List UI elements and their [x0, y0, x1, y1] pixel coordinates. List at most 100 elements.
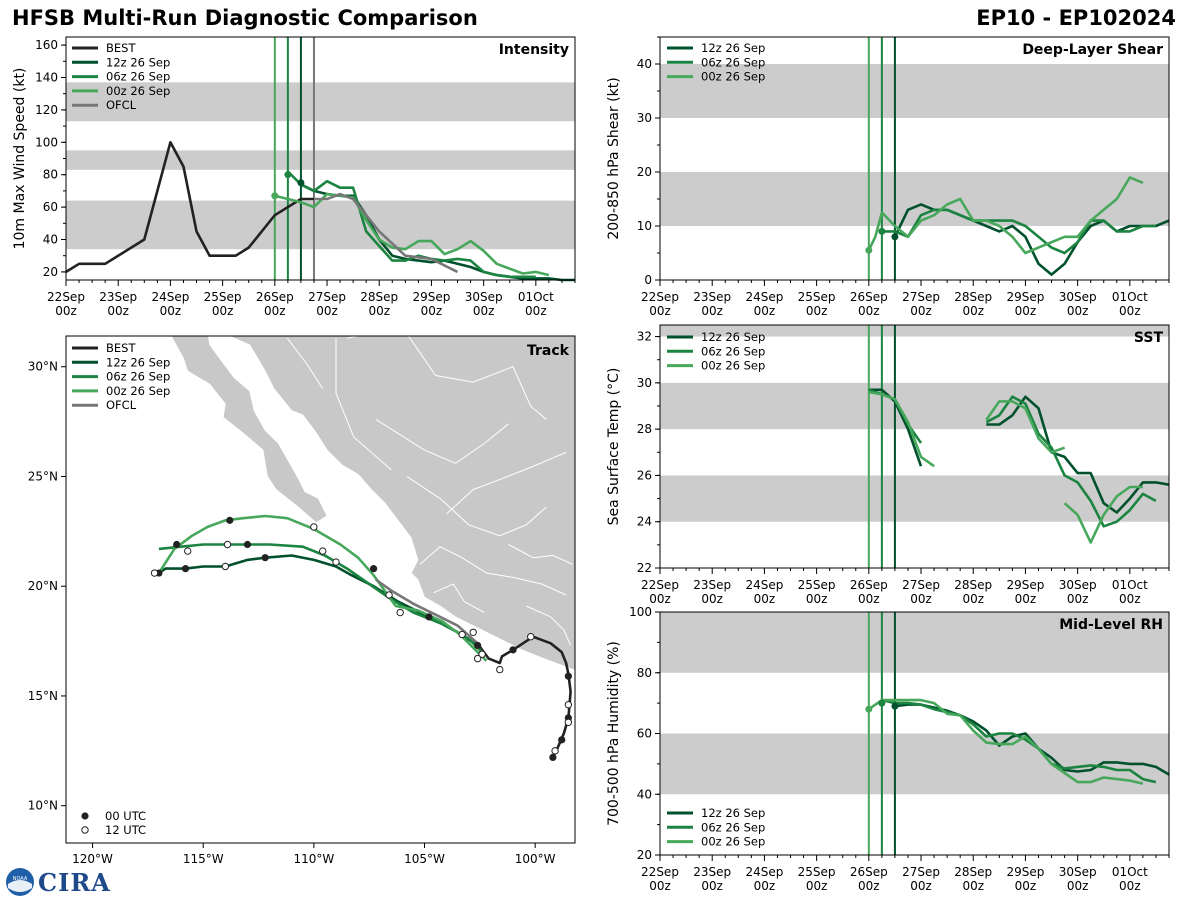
- track-point-00utc: [558, 736, 566, 744]
- x-tick-label-hour: 00z: [649, 592, 671, 606]
- track-point-12utc: [310, 523, 318, 531]
- legend-label: 06z 26 Sep: [701, 344, 765, 358]
- track-point-12utc: [223, 540, 232, 549]
- chart-panel-0: 2040608010012014016022Sep00z23Sep00z24Se…: [12, 36, 576, 318]
- y-tick-label: 20: [637, 165, 652, 179]
- x-tick-label-date: 29Sep: [1006, 865, 1044, 879]
- track-line-ofcl: [375, 578, 479, 645]
- x-tick-label-date: 27Sep: [308, 290, 346, 304]
- x-tick-label-hour: 00z: [264, 304, 286, 318]
- threshold-band: [66, 150, 575, 170]
- legend-label: 12z 26 Sep: [701, 41, 765, 55]
- x-tick-label-date: 24Sep: [745, 865, 783, 879]
- threshold-band: [660, 64, 1169, 118]
- plot-frame: [659, 36, 1170, 281]
- track-point-12utc: [221, 562, 230, 571]
- x-tick-label-date: 30Sep: [465, 290, 503, 304]
- x-tick-label-date: 25Sep: [798, 865, 836, 879]
- init-marker: [284, 171, 292, 179]
- track-point-00utc: [226, 516, 234, 524]
- y-axis-label: 200-850 hPa Shear (kt): [606, 77, 622, 239]
- x-tick-label-date: 28Sep: [360, 290, 398, 304]
- legend-label: 06z 26 Sep: [106, 370, 170, 384]
- legend-label: 00z 26 Sep: [701, 835, 765, 849]
- y-tick-label: 60: [637, 727, 652, 741]
- track-point-12utc: [564, 718, 573, 726]
- legend-label: 00z 26 Sep: [106, 384, 170, 398]
- series-line-06z: [985, 395, 1157, 528]
- x-tick-label-hour: 00z: [962, 879, 984, 893]
- y-tick-label: 100: [629, 605, 652, 619]
- x-tick-label-date: 30Sep: [1059, 865, 1097, 879]
- track-point-12utc: [150, 569, 159, 577]
- x-tick-label-date: 29Sep: [1006, 578, 1044, 592]
- cira-logo-text: CIRA: [38, 868, 111, 897]
- y-tick-label: 20: [637, 848, 652, 862]
- track-line-00z: [157, 514, 488, 662]
- x-tick-label-hour: 00z: [473, 304, 495, 318]
- x-tick-label-hour: 00z: [107, 304, 129, 318]
- x-tick-label-hour: 00z: [525, 304, 547, 318]
- x-tick-label-hour: 00z: [1119, 592, 1141, 606]
- x-tick-label-hour: 00z: [1067, 879, 1089, 893]
- series-line-00z: [868, 698, 1144, 785]
- panel-title: Mid-Level RH: [1059, 617, 1163, 633]
- x-tick-label-hour: 00z: [316, 304, 338, 318]
- track-point-00utc: [425, 613, 433, 621]
- x-tick-label-date: 29Sep: [412, 290, 450, 304]
- track-point-12utc: [527, 632, 535, 641]
- track-line-best: [476, 635, 572, 758]
- x-tick-label-hour: 00z: [212, 304, 234, 318]
- legend-label: 00z 26 Sep: [106, 84, 170, 98]
- cira-logo: NOAA: [6, 868, 34, 896]
- threshold-band: [660, 733, 1169, 795]
- track-point-12utc: [564, 701, 573, 709]
- x-tick-label-date: 01Oct: [1112, 290, 1148, 304]
- series-line-00z: [985, 400, 1066, 454]
- y-axis-label: 700-500 hPa Humidity (%): [606, 641, 622, 826]
- track-point-00utc: [243, 540, 252, 549]
- x-tick-label-hour: 00z: [55, 304, 77, 318]
- y-tick-label: 120: [35, 103, 58, 117]
- x-tick-label-hour: 00z: [754, 879, 776, 893]
- init-marker: [878, 227, 886, 235]
- x-tick-label-hour: 00z: [962, 592, 984, 606]
- x-tick-label-hour: 00z: [1067, 304, 1089, 318]
- threshold-band: [66, 82, 575, 122]
- chart-panel-2: 22242628303222Sep00z23Sep00z24Sep00z25Se…: [606, 324, 1170, 606]
- x-tick-label-hour: 00z: [806, 592, 828, 606]
- y-tick-label: 10°N: [28, 799, 58, 813]
- panel-title: Deep-Layer Shear: [1022, 42, 1163, 58]
- track-point-00utc: [564, 672, 572, 680]
- x-tick-label-date: 27Sep: [902, 865, 940, 879]
- land-mass: [170, 336, 575, 671]
- state-border: [406, 476, 547, 537]
- x-tick-label-hour: 00z: [701, 879, 723, 893]
- state-border: [446, 451, 567, 515]
- x-tick-label-date: 23Sep: [99, 290, 137, 304]
- y-tick-label: 30: [637, 376, 652, 390]
- series-line-00z: [274, 192, 550, 277]
- x-tick-label-date: 24Sep: [151, 290, 189, 304]
- x-tick-label-date: 27Sep: [902, 578, 940, 592]
- x-tick-label-hour: 00z: [754, 592, 776, 606]
- page-title: HFSB Multi-Run Diagnostic Comparison: [12, 6, 478, 30]
- x-tick-label-hour: 00z: [806, 879, 828, 893]
- y-tick-label: 22: [637, 561, 652, 575]
- y-tick-label: 140: [35, 71, 58, 85]
- x-tick-label-hour: 00z: [910, 592, 932, 606]
- track-point-12utc: [478, 650, 486, 658]
- plot-frame: [659, 324, 1170, 569]
- legend-label: BEST: [106, 341, 136, 355]
- plot-frame: [65, 335, 576, 844]
- x-tick-label-date: 28Sep: [954, 578, 992, 592]
- track-point-12utc: [396, 608, 404, 617]
- x-tick-label-date: 22Sep: [641, 290, 679, 304]
- x-tick-label-hour: 00z: [754, 304, 776, 318]
- x-tick-label-date: 30Sep: [1059, 578, 1097, 592]
- x-tick-label-date: 28Sep: [954, 865, 992, 879]
